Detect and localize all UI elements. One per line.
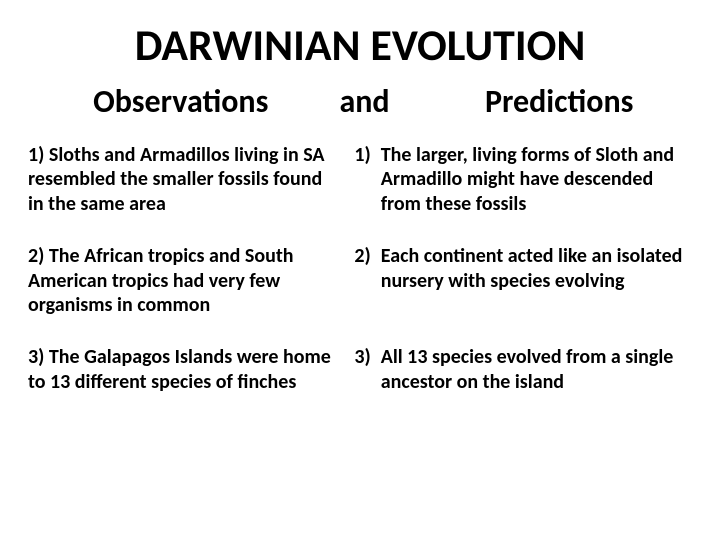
prediction-2-number: 2) [347,244,381,317]
subheading-row: Observations and Predictions [28,82,692,121]
prediction-2: 2) Each continent acted like an isolated… [347,244,692,317]
slide-title: DARWINIAN EVOLUTION [28,18,692,72]
prediction-1: 1) The larger, living forms of Sloth and… [347,143,692,216]
prediction-1-number: 1) [347,143,381,216]
prediction-3: 3) All 13 species evolved from a single … [347,345,692,394]
observation-3: 3) The Galapagos Islands were home to 13… [28,345,347,394]
subhead-observations: Observations [28,82,333,121]
subhead-and: and [333,82,426,121]
prediction-3-number: 3) [347,345,381,394]
prediction-2-text: Each continent acted like an isolated nu… [381,244,692,317]
observation-2: 2) The African tropics and South America… [28,244,347,317]
prediction-1-text: The larger, living forms of Sloth and Ar… [381,143,692,216]
observation-1: 1) Sloths and Armadillos living in SA re… [28,143,347,216]
subhead-predictions: Predictions [426,82,692,121]
prediction-3-text: All 13 species evolved from a single anc… [381,345,692,394]
content-grid: 1) Sloths and Armadillos living in SA re… [28,143,692,394]
